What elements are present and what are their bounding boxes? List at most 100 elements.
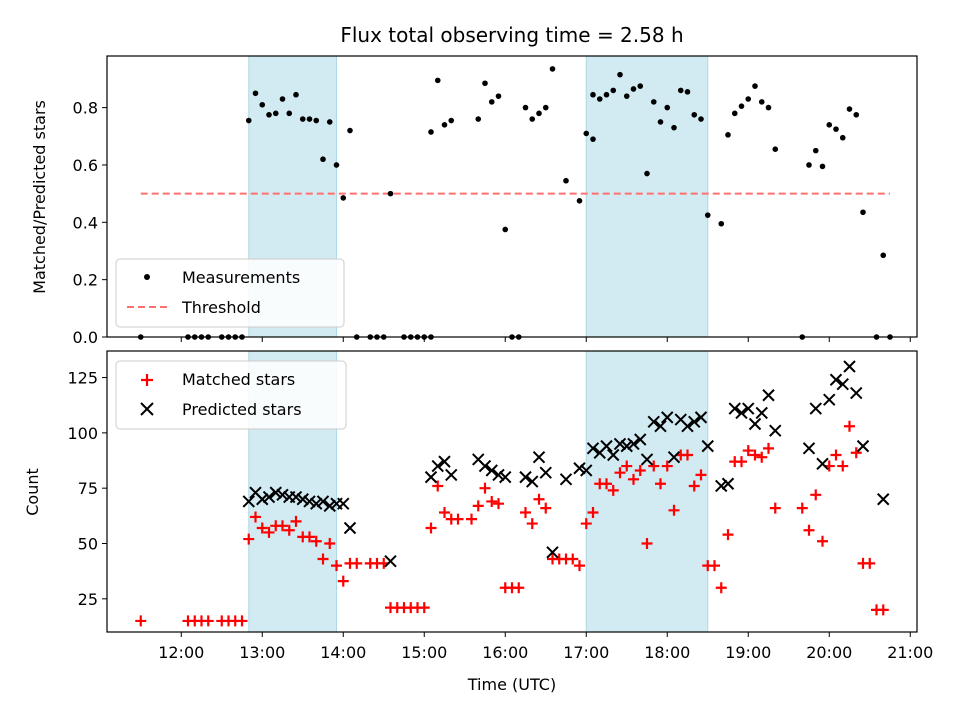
matched-star-point	[695, 469, 707, 481]
measurement-point	[333, 162, 340, 168]
bottom-axes-frame	[106, 350, 918, 633]
matched-star-point	[533, 493, 545, 505]
predicted-star-point	[681, 420, 694, 433]
matched-star-point	[688, 480, 700, 492]
predicted-star-point	[627, 437, 640, 451]
predicted-star-point	[735, 406, 748, 420]
measurement-point	[529, 116, 536, 122]
predicted-star-point	[431, 459, 444, 473]
matched-star-point	[439, 507, 450, 519]
matched-stars-points	[135, 420, 889, 627]
matched-star-point	[310, 535, 322, 547]
predicted-star-point	[384, 554, 397, 568]
matched-star-point	[817, 535, 828, 547]
matched-star-point	[709, 560, 720, 572]
measurement-point	[630, 86, 637, 92]
top-legend: Measurements Threshold	[115, 258, 345, 328]
measurement-point	[299, 116, 306, 122]
measurement-point	[826, 122, 833, 128]
measurement-point	[853, 111, 860, 118]
measurement-point	[677, 87, 684, 94]
matched-star-point	[682, 449, 693, 461]
measurement-point	[245, 117, 252, 124]
predicted-star-point	[877, 493, 890, 506]
x-axis-label: Time (UTC)	[467, 675, 556, 694]
measurement-point	[475, 116, 482, 122]
matched-star-point	[324, 537, 336, 549]
top-highlight-span-1	[585, 55, 709, 338]
predicted-star-point	[607, 448, 620, 462]
predicted-star-point	[539, 466, 552, 479]
predicted-star-point	[256, 493, 269, 506]
measurement-point	[650, 99, 657, 105]
matched-star-point	[877, 604, 889, 616]
matched-star-point	[810, 489, 822, 501]
predicted-star-point	[478, 459, 492, 473]
measurement-point	[583, 130, 590, 137]
x-tick-label: 16:00	[482, 643, 528, 662]
predicted-star-point	[701, 439, 714, 453]
predicted-star-point	[546, 546, 559, 559]
measurement-point	[839, 134, 846, 141]
predicted-star-point	[445, 468, 458, 482]
measurement-point	[563, 177, 569, 184]
x-tick-label: 20:00	[806, 643, 852, 662]
matched-star-point	[607, 484, 619, 496]
x-tick-label: 12:00	[158, 643, 204, 662]
predicted-star-point	[296, 493, 309, 506]
bottom-x-ticks: 12:00 13:00 14:00 15:00 16:00 17:00 18:00 19:00…	[158, 632, 933, 662]
measurement-point	[772, 146, 779, 152]
x-tick-label: 13:00	[239, 643, 285, 662]
bottom-y-ticks: 25 50 75 100 125	[67, 369, 107, 609]
measurement-point	[482, 80, 488, 87]
predicted-star-point	[715, 479, 728, 493]
matched-star-point	[263, 526, 275, 538]
matched-star-point	[337, 575, 349, 587]
matched-star-point	[580, 518, 592, 530]
legend-predicted-label: Predicted stars	[182, 400, 302, 419]
matched-star-point	[540, 502, 552, 514]
bottom-highlight-span-1	[585, 350, 709, 633]
matched-star-point	[277, 520, 288, 532]
top-y-tick-label: 0.6	[73, 156, 98, 175]
matched-star-point	[317, 553, 329, 565]
predicted-star-point	[492, 468, 505, 482]
predicted-star-point	[310, 497, 323, 510]
measurement-point	[320, 156, 326, 163]
predicted-star-point	[802, 442, 816, 455]
matched-star-point	[513, 582, 525, 594]
matched-star-point	[634, 464, 646, 476]
matched-star-point	[466, 513, 477, 525]
predicted-star-point	[343, 521, 357, 535]
measurement-point	[495, 93, 502, 99]
matched-star-point	[479, 482, 491, 494]
matched-star-point	[844, 420, 855, 432]
measurement-point	[590, 136, 596, 142]
predicted-star-point	[620, 439, 633, 453]
matched-star-point	[864, 557, 876, 569]
measurement-point	[698, 116, 704, 122]
predicted-star-point	[323, 499, 336, 513]
measurement-point	[644, 170, 650, 177]
measurement-point	[549, 66, 556, 72]
measurement-point	[272, 110, 279, 117]
measurement-point	[576, 198, 583, 204]
matched-star-point	[756, 451, 768, 463]
x-tick-label: 21:00	[887, 643, 933, 662]
matched-star-point	[425, 522, 437, 534]
matched-star-point	[796, 502, 808, 514]
predicted-star-point	[316, 495, 330, 508]
predicted-star-point	[769, 424, 782, 437]
measurement-point	[812, 147, 819, 154]
predicted-star-point	[748, 417, 762, 431]
matched-star-point	[749, 449, 761, 461]
measurement-point	[326, 119, 333, 125]
bottom-y-tick-label: 50	[78, 534, 98, 553]
matched-star-point	[641, 537, 653, 549]
measurement-point	[738, 103, 745, 109]
predicted-star-point	[262, 490, 276, 504]
matched-star-point	[614, 467, 626, 479]
predicted-star-point	[634, 433, 647, 446]
matched-star-point	[628, 473, 639, 485]
